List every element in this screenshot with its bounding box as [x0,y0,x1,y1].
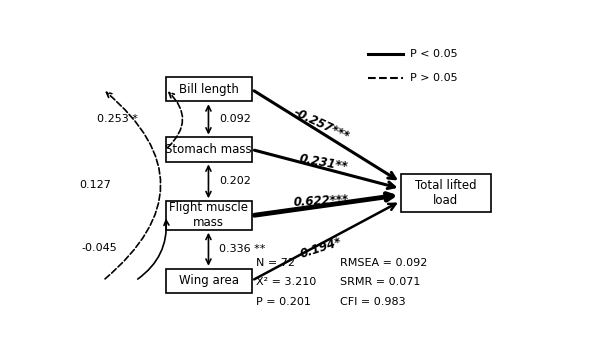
Text: P > 0.05: P > 0.05 [410,73,457,83]
Text: Flight muscle
mass: Flight muscle mass [169,202,248,229]
Text: P = 0.201: P = 0.201 [256,297,311,307]
Text: CFI = 0.983: CFI = 0.983 [340,297,406,307]
Text: P < 0.05: P < 0.05 [410,49,457,59]
Text: 0.092: 0.092 [219,114,251,124]
FancyBboxPatch shape [166,137,252,162]
FancyBboxPatch shape [401,174,491,212]
FancyBboxPatch shape [166,201,252,230]
Text: Total lifted
load: Total lifted load [415,179,476,207]
FancyArrowPatch shape [167,93,182,148]
Text: 0.231**: 0.231** [298,152,349,174]
FancyBboxPatch shape [166,269,252,293]
FancyBboxPatch shape [166,77,252,102]
Text: 0.194*: 0.194* [299,235,344,261]
Text: Wing area: Wing area [179,274,239,287]
Text: 0.336 **: 0.336 ** [219,244,266,254]
Text: SRMR = 0.071: SRMR = 0.071 [340,277,421,287]
Text: -0.257***: -0.257*** [292,106,352,143]
Text: 0.127: 0.127 [80,180,112,190]
Text: 0.622***: 0.622*** [293,193,349,209]
Text: Stomach mass: Stomach mass [166,143,252,156]
FancyArrowPatch shape [105,92,161,279]
Text: 0.253 *: 0.253 * [97,114,138,124]
Text: Bill length: Bill length [179,83,239,96]
Text: 0.202: 0.202 [219,176,251,186]
FancyArrowPatch shape [138,220,169,279]
Text: RMSEA = 0.092: RMSEA = 0.092 [340,258,427,268]
Text: -0.045: -0.045 [81,242,117,253]
Text: X² = 3.210: X² = 3.210 [256,277,317,287]
Text: N = 72: N = 72 [256,258,295,268]
